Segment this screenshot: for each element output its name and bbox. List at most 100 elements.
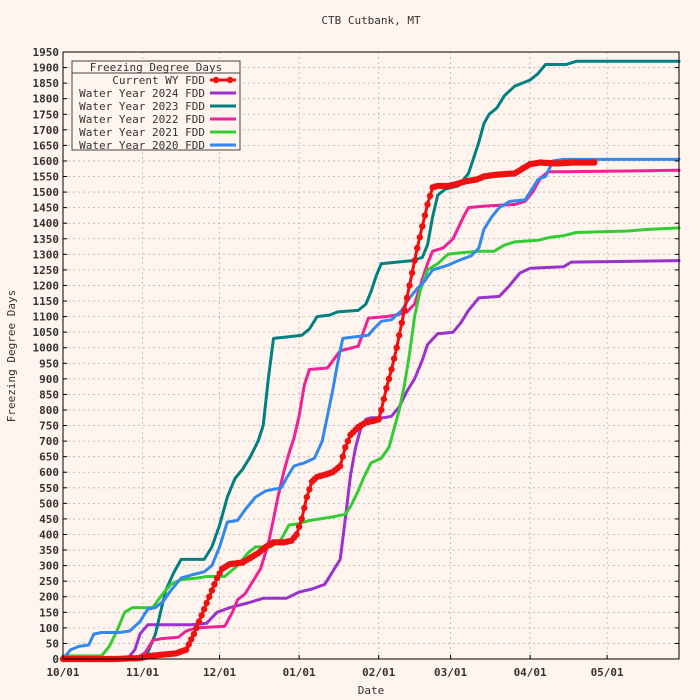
y-tick-label: 1800 [33,93,60,106]
y-tick-label: 1000 [33,342,60,355]
y-tick-label: 650 [39,451,59,464]
y-tick-label: 1850 [33,77,60,90]
y-tick-label: 0 [52,653,59,666]
data-point [414,244,421,252]
legend-label: Water Year 2021 FDD [79,126,205,139]
data-point [390,355,398,362]
y-tick-label: 250 [39,575,59,588]
legend-label: Water Year 2023 FDD [79,100,205,113]
data-point [385,375,393,382]
y-tick-label: 1350 [33,233,60,246]
y-tick-label: 350 [39,544,59,557]
data-point [193,624,200,632]
data-point [393,344,400,351]
x-tick-label: 12/01 [203,666,236,679]
y-axis-title: Freezing Degree Days [5,290,18,422]
y-tick-label: 950 [39,357,59,370]
data-point [388,366,395,373]
chart-title: CTB Cutbank, MT [321,14,421,27]
data-point [303,493,310,501]
y-tick-label: 1900 [33,62,60,75]
y-tick-label: 1250 [33,264,60,277]
y-axis-ticks: 0 50 100 150 200 250 300 350 400 450 500 550 600 650 7… [33,46,679,666]
series-line-water-year-2020-fdd [61,157,681,661]
data-point [398,319,405,326]
legend-label: Water Year 2024 FDD [79,87,205,100]
x-tick-label: 01/01 [283,666,316,679]
x-tick-label: 10/01 [46,666,79,679]
legend-marker [226,76,234,84]
data-point [337,462,344,470]
legend-label: Water Year 2022 FDD [79,113,205,126]
chart-grid [63,52,679,659]
series-line-water-year-2022-fdd [61,168,681,661]
x-tick-label: 05/01 [591,666,624,679]
y-tick-label: 1650 [33,139,60,152]
data-point [183,646,190,653]
x-tick-label: 11/01 [126,666,159,679]
data-point [383,385,390,392]
data-point [295,523,303,530]
data-point [198,612,205,619]
data-point [306,486,313,493]
data-point [342,444,349,451]
y-tick-label: 1700 [33,124,60,137]
y-tick-label: 800 [39,404,59,417]
data-point [424,201,431,208]
y-tick-label: 1400 [33,217,60,230]
series-line-water-year-2023-fdd [61,59,681,661]
legend: Freezing Degree Days Current WY FDDWater… [71,60,241,152]
y-tick-label: 1200 [33,279,60,292]
y-tick-label: 700 [39,435,59,448]
data-point [403,294,411,302]
y-tick-label: 1500 [33,186,60,199]
data-point [216,570,223,577]
y-tick-label: 1600 [33,155,60,168]
data-point [375,416,382,423]
y-tick-label: 1450 [33,202,60,215]
data-point [380,395,387,403]
y-tick-label: 750 [39,420,59,433]
y-tick-label: 1950 [33,46,60,59]
legend-label: Current WY FDD [112,74,205,87]
data-point [344,437,352,445]
y-tick-label: 850 [39,388,59,401]
x-tick-label: 02/01 [362,666,395,679]
data-point [419,223,426,230]
y-tick-label: 550 [39,482,59,495]
data-point [426,192,434,200]
x-axis-ticks: 10/01 11/01 12/01 01/01 02/01 03/01 04/01 05/01 [46,655,624,679]
data-point [208,587,216,594]
y-tick-label: 1750 [33,108,60,121]
plot-frame [62,51,680,660]
data-point [190,630,198,638]
data-point [206,593,213,600]
data-point [411,257,418,264]
y-tick-label: 1550 [33,171,60,184]
data-point [213,574,221,582]
series-line-water-year-2024-fdd [61,259,681,661]
data-point [408,269,416,277]
legend-title: Freezing Degree Days [90,61,222,74]
data-point [396,332,403,339]
y-tick-label: 500 [39,497,59,510]
data-point [406,282,413,289]
data-point [421,212,429,219]
legend-marker [212,76,220,84]
y-tick-label: 150 [39,606,59,619]
data-point [416,234,423,241]
legend-label: Water Year 2020 FDD [79,139,205,152]
data-point [185,641,192,648]
series-layer [59,59,681,663]
data-point [339,453,346,460]
data-point [378,406,385,414]
data-point [293,531,300,538]
data-point [201,606,208,613]
y-tick-label: 300 [39,560,59,573]
data-point [401,307,408,314]
data-point [188,636,195,643]
y-tick-label: 400 [39,528,59,541]
y-tick-label: 1300 [33,248,60,261]
